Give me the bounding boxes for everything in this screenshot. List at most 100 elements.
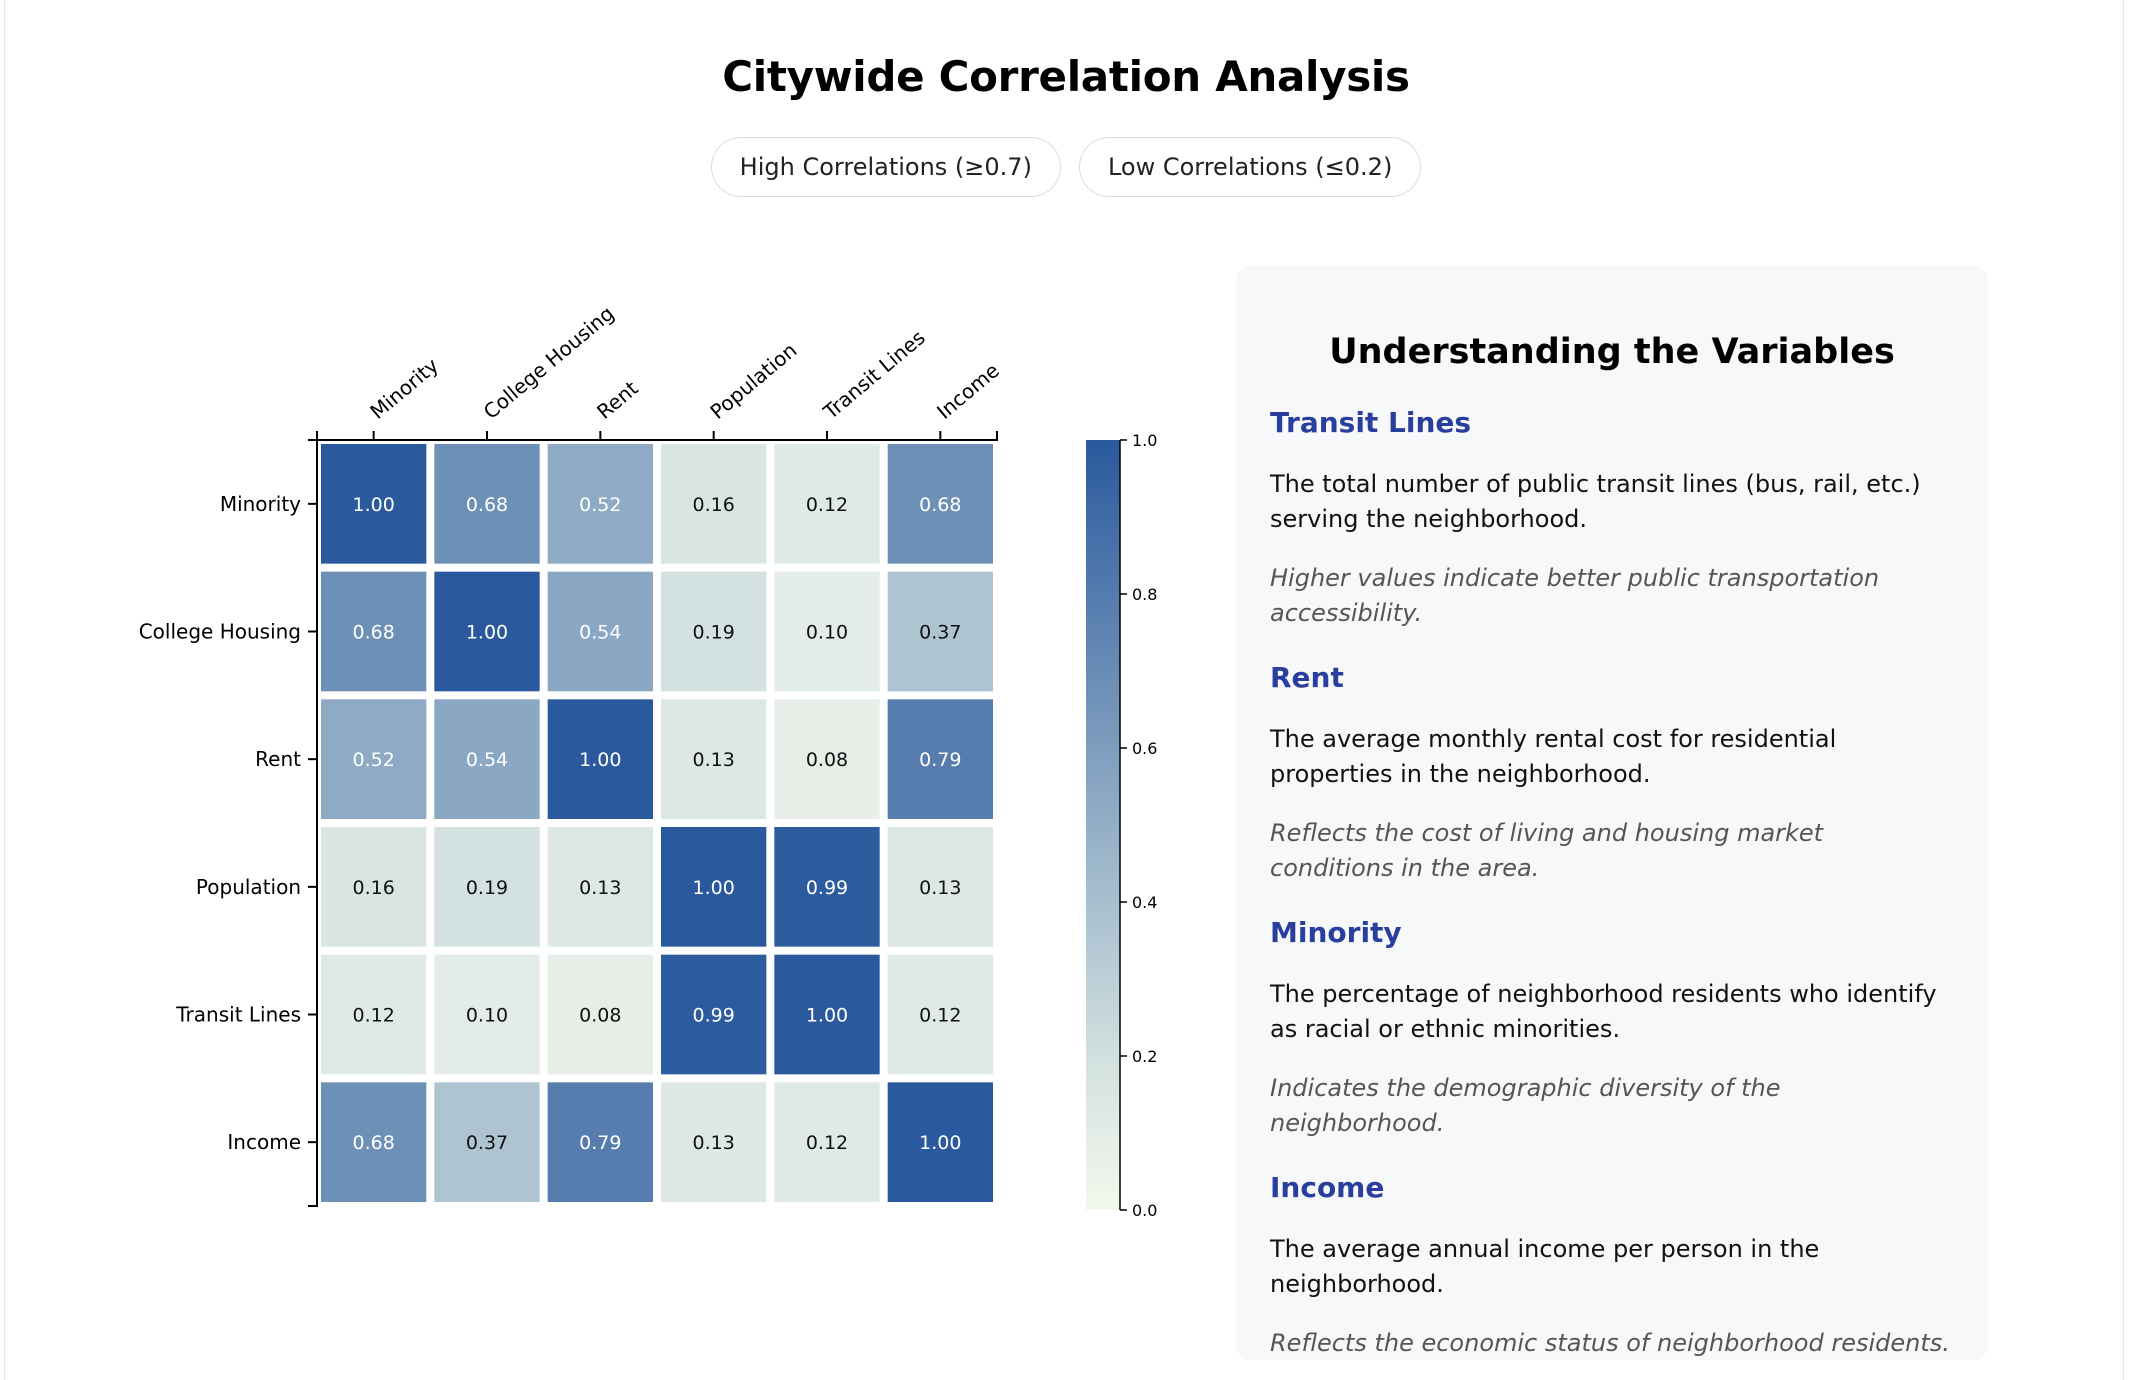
variable-note: Higher values indicate better public tra… bbox=[1270, 564, 1880, 627]
cell-value-label: 0.12 bbox=[806, 1132, 848, 1154]
variable-entry: Transit Lines The total number of public… bbox=[1270, 406, 1954, 631]
colorbar bbox=[1086, 440, 1120, 1210]
heatmap-cell bbox=[434, 1082, 540, 1202]
cell-value-label: 0.16 bbox=[353, 877, 395, 899]
cell-value-label: 1.00 bbox=[579, 749, 621, 771]
y-tick-label: College Housing bbox=[139, 620, 301, 644]
cell-value-label: 0.13 bbox=[693, 1132, 735, 1154]
cell-value-label: 0.99 bbox=[806, 877, 848, 899]
heatmap-cell bbox=[661, 827, 767, 947]
page-frame bbox=[4, 0, 2124, 1380]
variable-entry: Income The average annual income per per… bbox=[1270, 1171, 1954, 1361]
heatmap-cell bbox=[661, 954, 767, 1075]
heatmap-cell bbox=[547, 444, 653, 564]
variable-name: Rent bbox=[1270, 661, 1344, 694]
cell-value-label: 0.68 bbox=[919, 494, 961, 516]
heatmap-cell bbox=[321, 444, 427, 564]
heatmap-cell bbox=[774, 954, 880, 1075]
cell-value-label: 0.12 bbox=[919, 1005, 961, 1027]
heatmap-cell bbox=[547, 699, 653, 819]
cell-value-label: 0.79 bbox=[579, 1132, 621, 1154]
y-tick-label: Minority bbox=[220, 492, 301, 516]
cell-value-label: 0.52 bbox=[579, 494, 621, 516]
cell-value-label: 0.12 bbox=[806, 494, 848, 516]
heatmap-cell bbox=[434, 444, 540, 564]
x-tick-label: Rent bbox=[592, 376, 643, 424]
heatmap-cell bbox=[434, 699, 540, 819]
cell-value-label: 0.37 bbox=[919, 622, 961, 644]
heatmap-cell bbox=[774, 444, 880, 564]
heatmap-cell bbox=[661, 1082, 767, 1202]
cell-value-label: 1.00 bbox=[919, 1132, 961, 1154]
heatmap-cell bbox=[774, 699, 880, 819]
cell-value-label: 0.10 bbox=[466, 1005, 508, 1027]
heatmap-cell bbox=[887, 444, 993, 564]
heatmap-cell bbox=[321, 1082, 427, 1202]
y-tick-label: Population bbox=[196, 875, 301, 899]
variable-description: The percentage of neighborhood residents… bbox=[1270, 980, 1937, 1043]
cell-value-label: 0.12 bbox=[353, 1005, 395, 1027]
y-axis-line bbox=[308, 439, 318, 1207]
cell-value-label: 0.79 bbox=[919, 749, 961, 771]
page-title: Citywide Correlation Analysis bbox=[722, 52, 1410, 101]
cell-value-label: 0.19 bbox=[693, 622, 735, 644]
cell-value-label: 0.68 bbox=[353, 1132, 395, 1154]
cell-value-label: 0.19 bbox=[466, 877, 508, 899]
panel-title: Understanding the Variables bbox=[1329, 332, 1895, 372]
heatmap-cell bbox=[887, 827, 993, 947]
cell-value-label: 0.52 bbox=[353, 749, 395, 771]
cell-value-label: 0.08 bbox=[806, 749, 848, 771]
x-tick-label: Population bbox=[705, 338, 801, 424]
variable-description: The total number of public transit lines… bbox=[1270, 470, 1921, 533]
cell-value-label: 0.54 bbox=[579, 622, 621, 644]
cell-value-label: 0.13 bbox=[693, 749, 735, 771]
heatmap-cell bbox=[774, 1082, 880, 1202]
variable-name: Transit Lines bbox=[1270, 406, 1472, 439]
variable-description: The average monthly rental cost for resi… bbox=[1270, 725, 1837, 788]
heatmap-cell bbox=[887, 954, 993, 1075]
variable-note: Reflects the economic status of neighbor… bbox=[1270, 1329, 1950, 1357]
variable-entry: Minority The percentage of neighborhood … bbox=[1270, 916, 1954, 1141]
y-tick-label: Transit Lines bbox=[175, 1003, 301, 1027]
cell-value-label: 0.68 bbox=[466, 494, 508, 516]
heatmap-cell bbox=[321, 954, 427, 1075]
variable-name: Income bbox=[1270, 1171, 1385, 1204]
cell-value-label: 0.08 bbox=[579, 1005, 621, 1027]
x-tick-label: Minority bbox=[365, 353, 443, 424]
y-tick-label: Income bbox=[227, 1130, 301, 1154]
heatmap-cell bbox=[321, 699, 427, 819]
colorbar-tick-label: 0.0 bbox=[1132, 1201, 1157, 1220]
heatmap-cell bbox=[887, 699, 993, 819]
x-axis-line bbox=[316, 431, 998, 441]
variable-name: Minority bbox=[1270, 916, 1402, 949]
colorbar-tick-label: 0.2 bbox=[1132, 1047, 1157, 1066]
heatmap-cell bbox=[321, 571, 427, 692]
heatmap-cell bbox=[774, 827, 880, 947]
x-tick-label: Transit Lines bbox=[818, 325, 930, 424]
cell-value-label: 1.00 bbox=[466, 622, 508, 644]
heatmap-cell bbox=[321, 827, 427, 947]
heatmap-cell bbox=[887, 1082, 993, 1202]
colorbar-tick-label: 0.4 bbox=[1132, 893, 1157, 912]
correlation-heatmap: 1.00 0.68 0.52 0.16 0.12 0.68 0.68 1.00 0.54 0.19… bbox=[139, 301, 1158, 1220]
heatmap-cell bbox=[547, 827, 653, 947]
cell-value-label: 0.37 bbox=[466, 1132, 508, 1154]
heatmap-cell bbox=[434, 827, 540, 947]
variable-note: Indicates the demographic diversity of t… bbox=[1270, 1074, 1781, 1137]
filter-bar: High Correlations (≥0.7) Low Correlation… bbox=[0, 137, 2132, 197]
cell-value-label: 1.00 bbox=[806, 1005, 848, 1027]
cell-value-label: 0.13 bbox=[919, 877, 961, 899]
heatmap-cell bbox=[434, 954, 540, 1075]
colorbar-tick-label: 0.6 bbox=[1132, 739, 1157, 758]
heatmap-cell bbox=[661, 699, 767, 819]
x-tick-label: Income bbox=[932, 358, 1004, 424]
low-correlations-button[interactable]: Low Correlations (≤0.2) bbox=[1078, 137, 1422, 197]
cell-value-label: 0.13 bbox=[579, 877, 621, 899]
high-correlations-button[interactable]: High Correlations (≥0.7) bbox=[710, 137, 1061, 197]
heatmap-cell bbox=[661, 444, 767, 564]
cell-value-label: 0.10 bbox=[806, 622, 848, 644]
heatmap-cell bbox=[774, 571, 880, 692]
heatmap-cell bbox=[434, 571, 540, 692]
cell-value-label: 0.68 bbox=[353, 622, 395, 644]
variable-description: The average annual income per person in … bbox=[1270, 1235, 1820, 1298]
